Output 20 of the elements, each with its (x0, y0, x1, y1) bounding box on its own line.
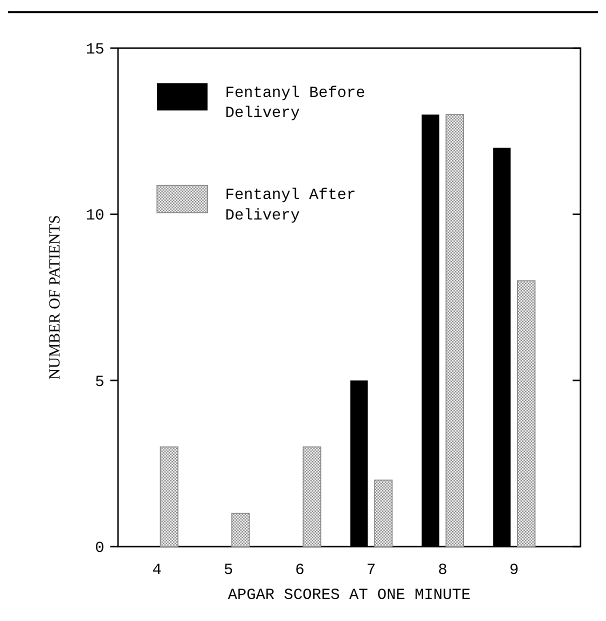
bar (231, 512, 250, 548)
y-axis-title: NUMBER OF PATIENTS (46, 215, 64, 380)
y-tick-label: 15 (86, 40, 104, 59)
x-tick-label: 4 (152, 560, 162, 579)
bar (446, 114, 464, 548)
legend-label: Fentanyl Before Delivery (225, 84, 366, 122)
y-tick-label: 10 (86, 206, 104, 225)
x-tick-label: 9 (509, 560, 519, 579)
x-tick-label: 5 (224, 560, 234, 579)
bar (302, 446, 322, 548)
x-tick-label: 8 (438, 560, 448, 579)
x-axis-title: APGAR SCORES AT ONE MINUTE (228, 586, 471, 604)
bar (516, 280, 536, 548)
y-tick-label: 0 (95, 539, 104, 558)
bar (374, 480, 393, 548)
y-tick-label: 5 (95, 372, 104, 391)
legend-label: Fentanyl After Delivery (225, 186, 356, 224)
bar (160, 446, 178, 548)
x-tick-label: 6 (295, 560, 304, 579)
x-tick-label: 7 (366, 560, 376, 579)
